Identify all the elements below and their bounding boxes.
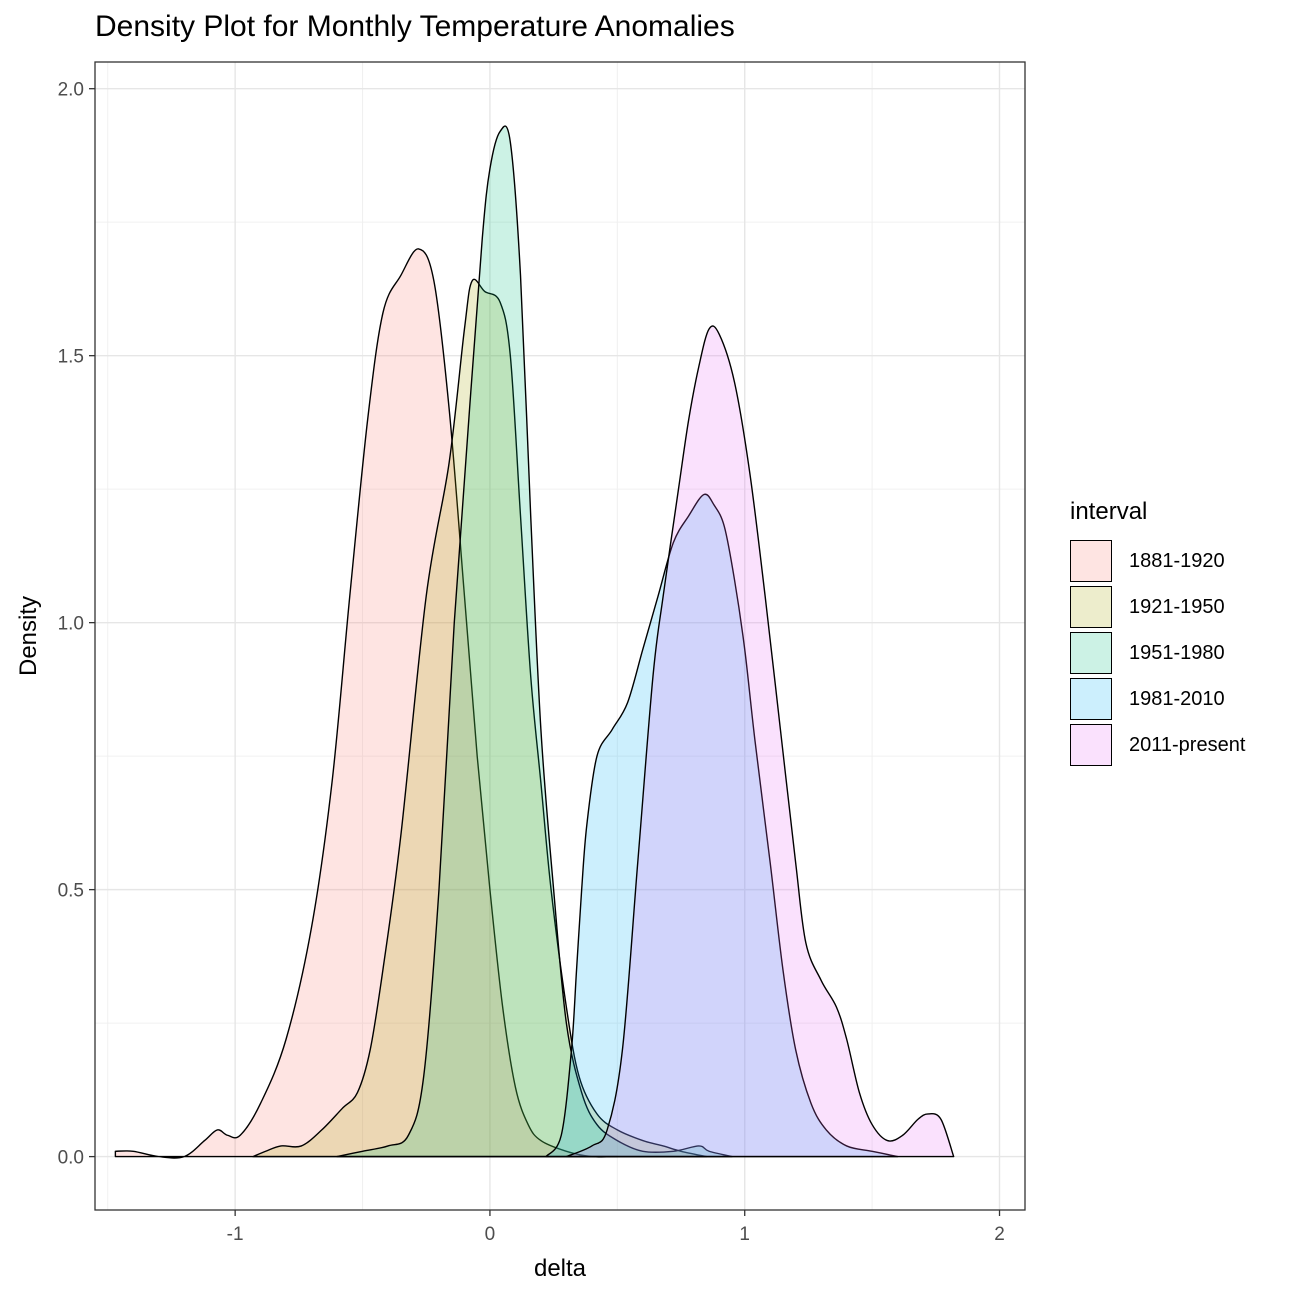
density-area-1921-1950 [252,278,708,1158]
legend-key-swatch [1070,586,1112,628]
legend-item: 1951-1980 [1070,630,1245,676]
x-tick-label: 1 [739,1224,750,1245]
legend-label: 1981-2010 [1129,687,1225,710]
axis-ticks: -1 0 1 2 0.0 0.5 1.0 1.5 2.0 [58,80,1005,1245]
legend-key-swatch [1070,632,1112,674]
density-area-1981-2010 [545,493,899,1158]
density-area-2011-present [565,325,955,1158]
legend-item: 1921-1950 [1070,584,1245,630]
legend-label: 1951-1980 [1129,641,1225,664]
y-tick-label: 0.5 [58,881,84,902]
legend-item: 1981-2010 [1070,676,1245,722]
chart-title: Density Plot for Monthly Temperature Ano… [95,10,735,43]
x-axis-title: delta [534,1255,587,1282]
density-area-1951-1980 [336,125,733,1158]
legend-item: 2011-present [1070,722,1245,768]
density-areas [114,125,955,1159]
grid-lines [95,62,1025,1210]
legend-item: 1881-1920 [1070,538,1245,584]
y-tick-label: 1.5 [58,347,84,368]
x-tick-label: 2 [994,1224,1005,1245]
y-tick-label: 2.0 [58,80,84,101]
plot-border [94,61,1026,1211]
plot-panel [95,62,1025,1210]
legend-key-swatch [1070,540,1112,582]
legend-label: 1881-1920 [1129,549,1225,572]
x-tick-label: 0 [485,1224,496,1245]
x-tick-label: -1 [227,1224,244,1245]
y-axis-title: Density [15,596,42,676]
y-tick-label: 0.0 [58,1148,84,1169]
legend-key-swatch [1070,678,1112,720]
legend-key-swatch [1070,724,1112,766]
density-area-1881-1920 [114,248,619,1159]
legend-label: 2011-present [1129,733,1246,756]
legend-title: interval [1070,498,1148,525]
legend-label: 1921-1950 [1129,595,1225,618]
legend: interval 1881-1920 1921-1950 1951-1980 1981… [1070,498,1245,768]
y-tick-label: 1.0 [58,614,84,635]
